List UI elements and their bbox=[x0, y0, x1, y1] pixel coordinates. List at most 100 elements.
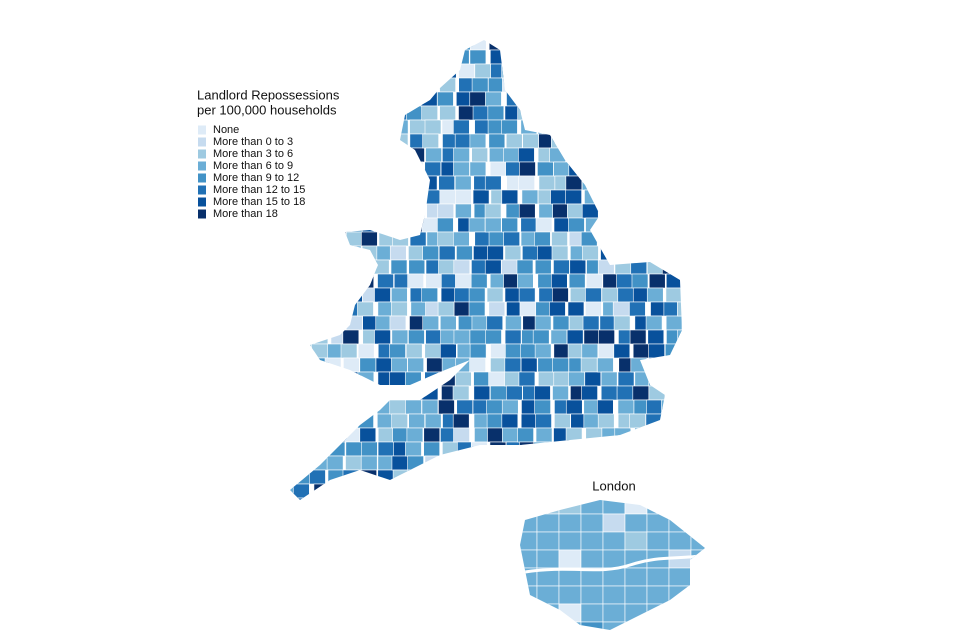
region bbox=[647, 497, 665, 500]
region bbox=[505, 385, 523, 401]
region bbox=[661, 497, 678, 500]
region bbox=[583, 329, 601, 345]
region bbox=[552, 315, 570, 331]
region bbox=[356, 63, 374, 79]
region bbox=[360, 49, 377, 65]
region bbox=[344, 245, 362, 261]
region bbox=[504, 245, 522, 261]
region bbox=[326, 385, 343, 401]
region bbox=[629, 413, 646, 429]
region bbox=[569, 40, 587, 51]
region bbox=[290, 371, 299, 387]
region bbox=[392, 469, 410, 485]
borough bbox=[624, 567, 648, 587]
region bbox=[325, 287, 343, 303]
region bbox=[501, 259, 518, 275]
region bbox=[647, 63, 664, 79]
region bbox=[375, 203, 392, 219]
region bbox=[360, 469, 377, 485]
region bbox=[567, 147, 585, 163]
region bbox=[516, 259, 534, 275]
region bbox=[425, 329, 442, 345]
region bbox=[614, 245, 632, 261]
region bbox=[602, 203, 620, 219]
region bbox=[389, 371, 406, 387]
region bbox=[532, 329, 550, 345]
region bbox=[405, 63, 422, 79]
region bbox=[376, 413, 394, 429]
region bbox=[309, 469, 326, 485]
region bbox=[297, 315, 314, 331]
region bbox=[568, 455, 586, 471]
region bbox=[391, 301, 408, 317]
region bbox=[676, 259, 682, 275]
region bbox=[582, 245, 599, 261]
region bbox=[677, 175, 682, 191]
region bbox=[568, 77, 585, 93]
region bbox=[345, 161, 363, 177]
region bbox=[314, 497, 331, 500]
region bbox=[390, 385, 407, 401]
region bbox=[313, 147, 331, 163]
region bbox=[489, 455, 507, 471]
legend-label: More than 0 to 3 bbox=[213, 136, 293, 148]
region bbox=[357, 399, 374, 415]
region bbox=[312, 455, 330, 471]
region bbox=[484, 259, 502, 275]
borough bbox=[624, 621, 648, 630]
region bbox=[424, 455, 442, 471]
region bbox=[361, 203, 379, 219]
region bbox=[521, 189, 539, 205]
region bbox=[391, 357, 408, 373]
region bbox=[517, 91, 535, 107]
region bbox=[346, 77, 364, 93]
region bbox=[293, 371, 311, 387]
region bbox=[664, 371, 682, 387]
region bbox=[666, 413, 682, 429]
region bbox=[553, 343, 571, 359]
region bbox=[490, 357, 507, 373]
region bbox=[312, 287, 330, 303]
region bbox=[377, 385, 394, 401]
region bbox=[456, 455, 474, 471]
region bbox=[357, 343, 375, 359]
region bbox=[290, 49, 296, 65]
region bbox=[328, 189, 346, 205]
region bbox=[424, 413, 442, 429]
region bbox=[293, 217, 311, 233]
region bbox=[421, 77, 438, 93]
region bbox=[328, 483, 345, 499]
region bbox=[453, 427, 470, 443]
region bbox=[290, 441, 296, 457]
region bbox=[394, 497, 411, 500]
region bbox=[677, 441, 682, 457]
region bbox=[516, 40, 534, 51]
region bbox=[597, 357, 614, 373]
region bbox=[420, 91, 438, 107]
region bbox=[290, 315, 298, 331]
region bbox=[485, 91, 502, 107]
borough bbox=[580, 500, 604, 515]
region bbox=[581, 203, 599, 219]
region bbox=[599, 315, 617, 331]
region bbox=[516, 273, 534, 289]
region bbox=[290, 287, 296, 303]
region bbox=[296, 329, 314, 345]
borough bbox=[646, 585, 670, 605]
region bbox=[392, 231, 409, 247]
region bbox=[553, 371, 571, 387]
region bbox=[681, 469, 682, 485]
region bbox=[410, 301, 428, 317]
region bbox=[439, 455, 457, 471]
region bbox=[361, 231, 378, 247]
region bbox=[408, 147, 425, 163]
region bbox=[612, 301, 630, 317]
region bbox=[568, 105, 585, 121]
region bbox=[537, 77, 555, 93]
legend-swatch bbox=[198, 185, 206, 195]
region bbox=[373, 133, 391, 149]
borough bbox=[668, 531, 692, 551]
region bbox=[505, 343, 522, 359]
region bbox=[613, 119, 631, 135]
